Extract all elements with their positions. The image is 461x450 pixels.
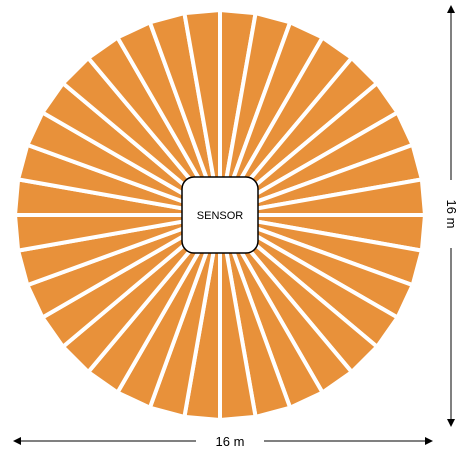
- sensor-box: [181, 176, 259, 254]
- height-dimension: 16 m: [444, 5, 459, 427]
- height-label: 16 m: [444, 200, 459, 229]
- width-label: 16 m: [216, 434, 245, 449]
- sensor: SENSOR: [181, 176, 259, 254]
- sensor-label: SENSOR: [197, 210, 244, 222]
- width-dimension: 16 m: [13, 434, 433, 449]
